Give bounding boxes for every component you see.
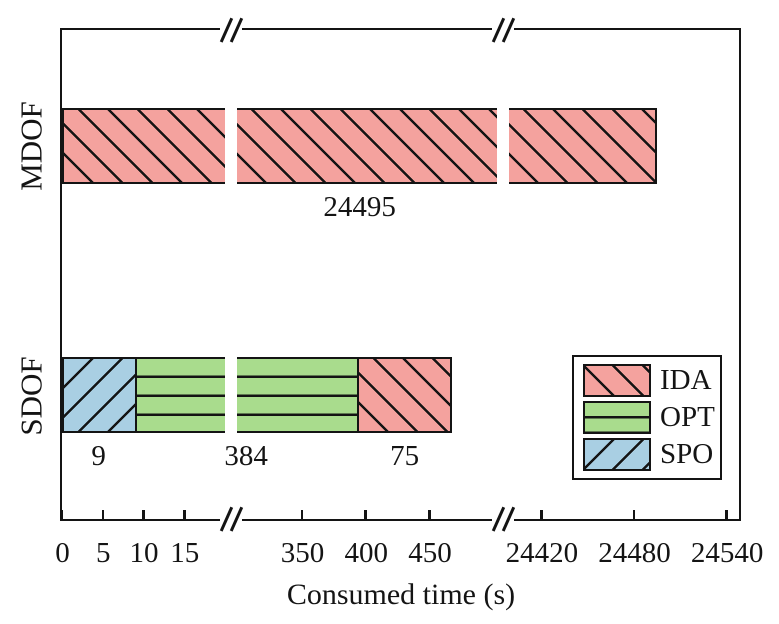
x-tick-label: 0 [55, 537, 70, 569]
x-tick [632, 510, 636, 519]
x-tick-label: 24420 [505, 537, 579, 569]
bar-segment-sdof-opt [237, 357, 357, 433]
axis-break-gap [492, 515, 514, 523]
legend-swatch-ida [583, 364, 651, 397]
x-tick-label: 24540 [690, 537, 764, 569]
y-category-label-sdof: SDOF [13, 356, 49, 436]
legend-item-opt: OPT [583, 401, 715, 434]
bar-value-label: 384 [224, 440, 268, 472]
x-tick [540, 510, 543, 519]
bar-segment-sdof-spo [62, 357, 136, 433]
legend-swatch-opt [583, 401, 651, 434]
x-tick-label: 400 [344, 537, 388, 569]
axis-break-gap [220, 515, 242, 523]
bar-segment-mdof-ida [237, 108, 497, 184]
x-axis-title: Consumed time (s) [286, 578, 516, 611]
x-tick-label: 5 [96, 537, 111, 569]
bar-value-label: 9 [91, 440, 106, 472]
x-tick-label: 24480 [598, 537, 671, 569]
x-tick [60, 510, 64, 519]
axis-break-gap [220, 26, 242, 34]
legend: IDA OPT SPO [572, 355, 722, 480]
x-tick [725, 510, 728, 519]
x-tick [183, 510, 186, 519]
bar-value-label: 24495 [323, 191, 396, 223]
x-tick [142, 510, 145, 519]
x-tick [428, 510, 431, 519]
x-tick [300, 510, 304, 519]
bar-segment-sdof-ida [356, 357, 453, 433]
plot-area: 24495 9 384 75 [60, 17, 741, 532]
bar-segment-mdof-ida [509, 108, 658, 184]
bar-segment-mdof-ida [62, 108, 225, 184]
bar-segment-sdof-opt [135, 357, 225, 433]
bar-value-label: 75 [390, 440, 420, 472]
axis-break-gap [492, 26, 514, 34]
x-tick [364, 510, 367, 519]
legend-item-ida: IDA [583, 364, 712, 397]
legend-label: SPO [660, 438, 714, 470]
x-tick [101, 510, 104, 519]
legend-label: OPT [660, 401, 715, 433]
legend-label: IDA [660, 364, 712, 396]
legend-swatch-spo [583, 438, 651, 471]
y-category-label-mdof: MDOF [13, 101, 49, 191]
x-tick-label: 350 [280, 537, 325, 569]
x-tick-label: 15 [170, 537, 200, 569]
legend-item-spo: SPO [583, 438, 714, 471]
x-tick-label: 450 [408, 537, 452, 569]
x-tick-label: 10 [129, 537, 159, 569]
